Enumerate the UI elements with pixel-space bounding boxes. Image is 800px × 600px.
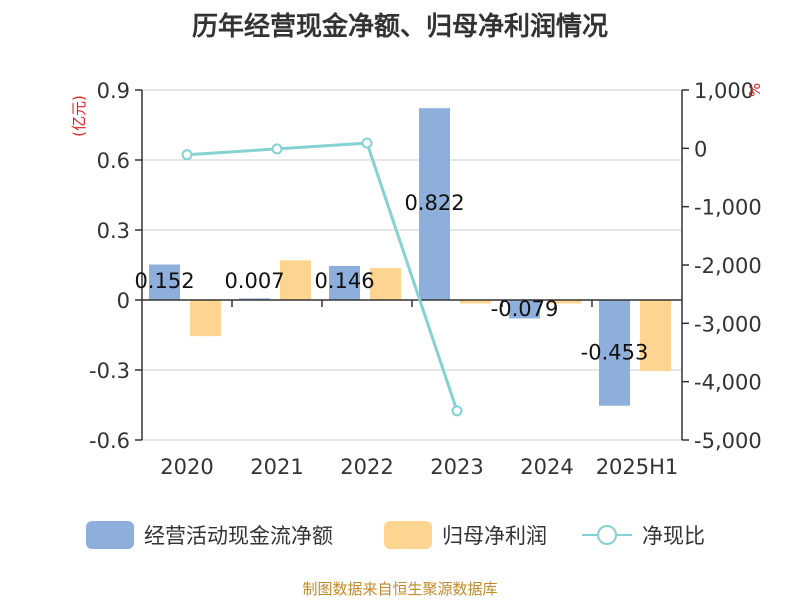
ratio-point xyxy=(181,149,193,161)
right-tick-label: 1,000 xyxy=(694,79,754,103)
left-tick-label: -0.6 xyxy=(89,429,130,453)
bar-net-profit xyxy=(550,300,581,304)
right-tick-label: -2,000 xyxy=(694,254,762,278)
left-tick-label: 0.3 xyxy=(97,219,130,243)
left-tick-label: 0.6 xyxy=(97,149,130,173)
bar-value-label: 0.152 xyxy=(134,269,194,293)
bar-value-label: -0.079 xyxy=(491,297,559,321)
ratio-series-line xyxy=(186,141,459,412)
bar-net-profit xyxy=(640,300,671,372)
legend-swatch-ratio xyxy=(582,525,632,545)
legend-label-ratio: 净现比 xyxy=(642,524,705,548)
bar-cash-flow xyxy=(329,265,360,300)
legend-label-cash-flow: 经营活动现金流净额 xyxy=(144,524,333,548)
bar-net-profit xyxy=(190,300,221,337)
category-label: 2022 xyxy=(340,455,393,479)
ratio-point xyxy=(451,405,463,417)
ratio-point xyxy=(361,137,373,149)
legend-swatch-cash-flow xyxy=(86,521,134,549)
left-axis-unit: (亿元) xyxy=(70,95,88,137)
right-tick-label: -3,000 xyxy=(694,312,762,336)
bars xyxy=(149,108,671,406)
bar-cash-flow xyxy=(149,264,180,300)
right-tick-label: -4,000 xyxy=(694,371,762,395)
data-labels: 0.152 0.007 0.146 0.822 -0.079 -0.453 xyxy=(134,191,648,365)
bar-cash-flow xyxy=(239,298,270,300)
category-label: 2025H1 xyxy=(596,455,679,479)
bar-net-profit xyxy=(280,260,311,300)
chart-title: 历年经营现金净额、归母净利润情况 xyxy=(191,12,608,42)
source-note: 制图数据来自恒生聚源数据库 xyxy=(302,580,498,598)
right-tick-label: -1,000 xyxy=(694,196,762,220)
axes: 0.9 0.6 0.3 0 -0.3 -0.6 1,000 0 -1,000 -2,000 -3,0… xyxy=(70,79,764,479)
bar-net-profit xyxy=(460,300,491,304)
legend-item-cash-flow[interactable]: 经营活动现金流净额 xyxy=(86,518,333,552)
legend-swatch-net-profit xyxy=(384,521,432,549)
legend-label-net-profit: 归母净利润 xyxy=(442,524,547,548)
category-label: 2024 xyxy=(520,455,573,479)
ratio-line xyxy=(181,137,463,417)
legend-item-net-profit[interactable]: 归母净利润 xyxy=(384,518,547,552)
bar-value-label: -0.453 xyxy=(581,341,649,365)
bar-cash-flow xyxy=(419,108,450,300)
bar-net-profit xyxy=(370,268,401,300)
category-label: 2021 xyxy=(250,455,303,479)
right-tick-label: -5,000 xyxy=(694,429,762,453)
ratio-point xyxy=(271,143,283,155)
left-tick-label: 0 xyxy=(117,289,130,313)
category-label: 2023 xyxy=(430,455,483,479)
bar-value-label: 0.007 xyxy=(224,269,284,293)
right-axis-unit: % xyxy=(746,83,764,97)
bar-cash-flow xyxy=(509,300,540,319)
bar-value-label: 0.822 xyxy=(404,191,464,215)
bar-cash-flow xyxy=(599,300,630,406)
left-tick-label: -0.3 xyxy=(89,359,130,383)
legend-item-ratio[interactable]: 净现比 xyxy=(580,518,705,552)
grid-lines xyxy=(142,89,682,441)
category-label: 2020 xyxy=(160,455,213,479)
bar-value-label: 0.146 xyxy=(314,269,374,293)
right-tick-label: 0 xyxy=(694,137,707,161)
left-tick-label: 0.9 xyxy=(97,79,130,103)
